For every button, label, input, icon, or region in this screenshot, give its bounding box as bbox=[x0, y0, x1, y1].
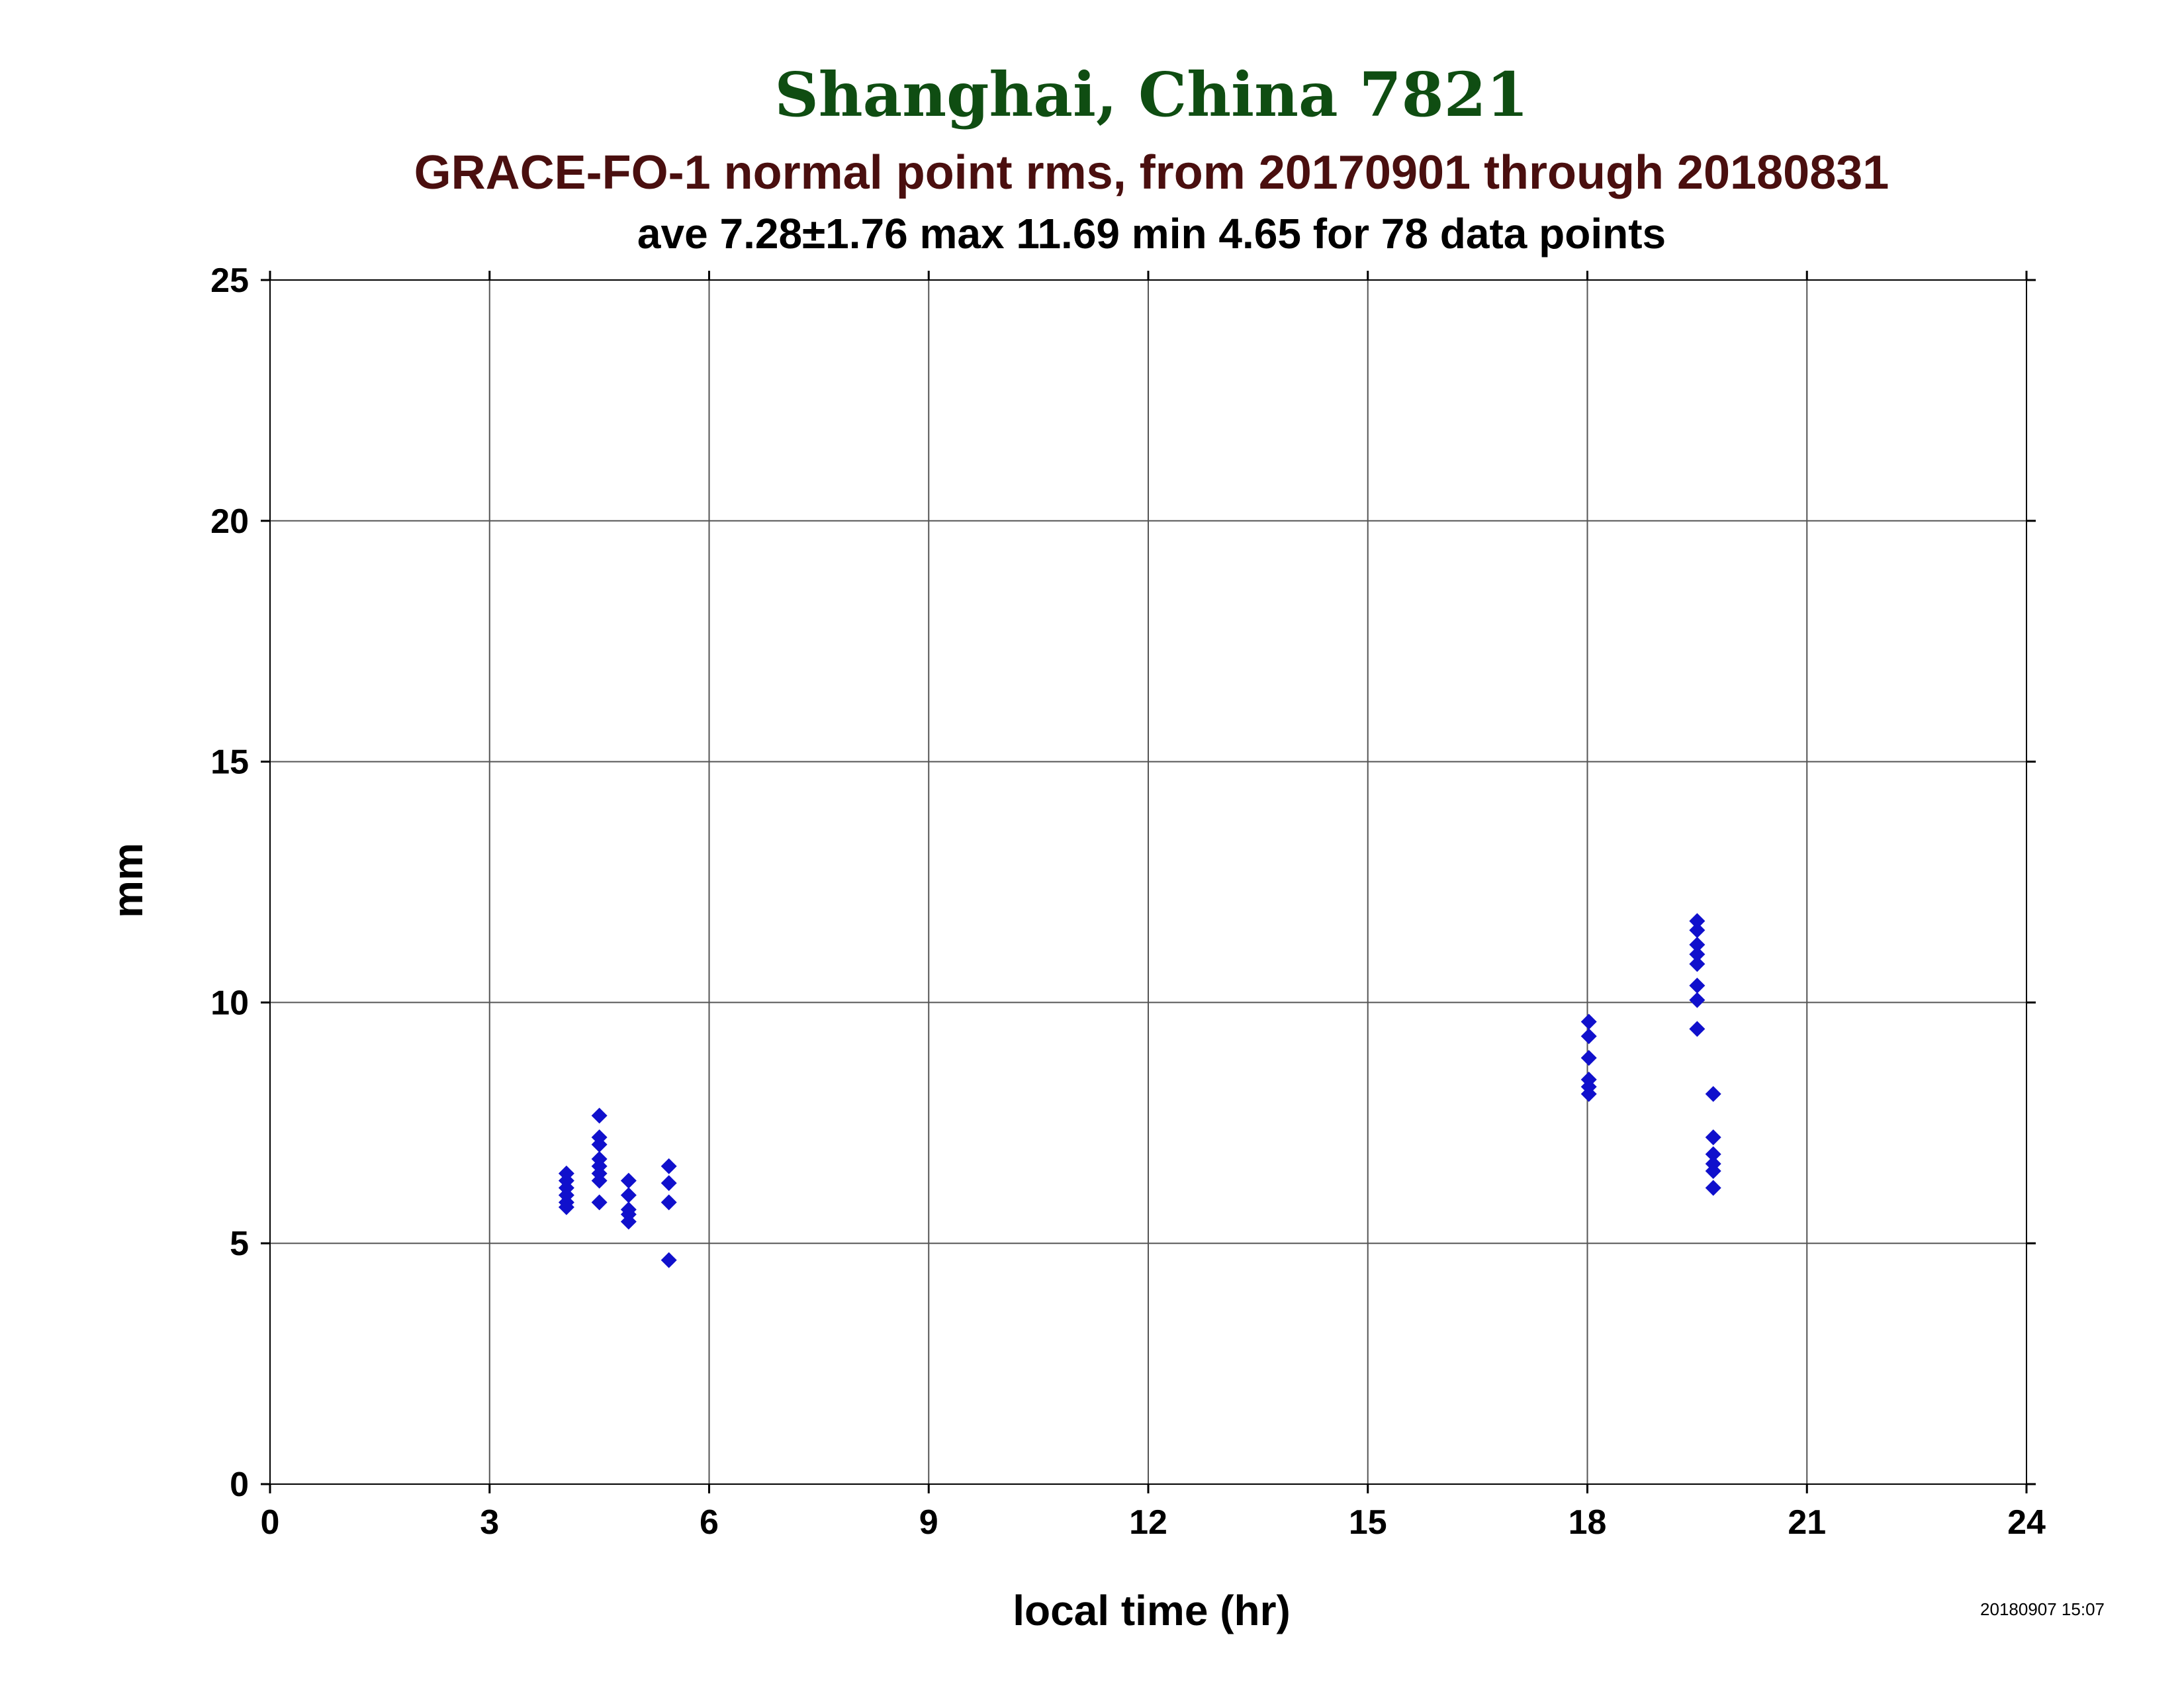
y-tick-label: 5 bbox=[230, 1225, 249, 1263]
x-tick-label: 24 bbox=[2007, 1503, 2046, 1542]
x-tick-labels: 0 3 6 9 12 15 18 21 24 bbox=[261, 1503, 2046, 1542]
data-point bbox=[660, 1252, 677, 1268]
data-point bbox=[1689, 992, 1706, 1008]
y-tick-label: 0 bbox=[230, 1466, 249, 1504]
data-point bbox=[1689, 956, 1706, 972]
generated-timestamp: 20180907 15:07 bbox=[1980, 1599, 2105, 1619]
data-point bbox=[1705, 1086, 1721, 1102]
data-point bbox=[660, 1175, 677, 1192]
y-tick-labels: 0 5 10 15 20 25 bbox=[210, 261, 249, 1504]
data-point bbox=[1580, 1028, 1597, 1045]
y-axis-label: mm bbox=[104, 843, 152, 918]
x-axis-label: local time (hr) bbox=[1013, 1587, 1291, 1634]
data-point bbox=[1689, 913, 1706, 929]
y-tick-label: 25 bbox=[210, 261, 249, 300]
x-tick-label: 21 bbox=[1788, 1503, 1826, 1542]
data-point bbox=[1705, 1180, 1721, 1196]
data-point bbox=[1689, 977, 1706, 994]
x-tick-label: 3 bbox=[480, 1503, 499, 1542]
x-tick-label: 15 bbox=[1349, 1503, 1387, 1542]
data-point bbox=[591, 1137, 608, 1153]
data-point bbox=[620, 1172, 637, 1189]
data-point bbox=[1580, 1086, 1597, 1102]
data-point bbox=[1705, 1163, 1721, 1180]
y-tick-label: 10 bbox=[210, 984, 249, 1022]
x-tick-label: 0 bbox=[261, 1503, 280, 1542]
x-tick-label: 6 bbox=[700, 1503, 719, 1542]
data-point bbox=[1580, 1013, 1597, 1030]
data-point bbox=[620, 1213, 637, 1230]
data-point bbox=[591, 1172, 608, 1189]
chart-title: Shanghai, China 7821 bbox=[774, 59, 1528, 130]
data-point bbox=[660, 1194, 677, 1211]
chart-subtitle: GRACE-FO-1 normal point rms, from 201709… bbox=[414, 146, 1889, 199]
x-tick-label: 12 bbox=[1129, 1503, 1167, 1542]
data-point bbox=[1689, 946, 1706, 962]
data-point bbox=[591, 1107, 608, 1124]
y-tick-label: 15 bbox=[210, 743, 249, 782]
chart-stats-line: ave 7.28±1.76 max 11.69 min 4.65 for 78 … bbox=[637, 210, 1666, 258]
data-point bbox=[558, 1199, 574, 1215]
data-point bbox=[1580, 1050, 1597, 1066]
data-point bbox=[1705, 1146, 1721, 1162]
data-point bbox=[1705, 1129, 1721, 1146]
data-point bbox=[620, 1187, 637, 1203]
data-point bbox=[1689, 1021, 1706, 1037]
y-tick-label: 20 bbox=[210, 502, 249, 541]
data-point bbox=[1689, 922, 1706, 939]
data-points bbox=[558, 913, 1721, 1268]
x-tick-label: 18 bbox=[1569, 1503, 1607, 1542]
data-point bbox=[660, 1158, 677, 1174]
axis-ticks bbox=[261, 271, 2036, 1493]
x-tick-label: 9 bbox=[919, 1503, 938, 1542]
data-point bbox=[1689, 937, 1706, 953]
data-point bbox=[591, 1194, 608, 1211]
grid bbox=[270, 280, 2026, 1484]
